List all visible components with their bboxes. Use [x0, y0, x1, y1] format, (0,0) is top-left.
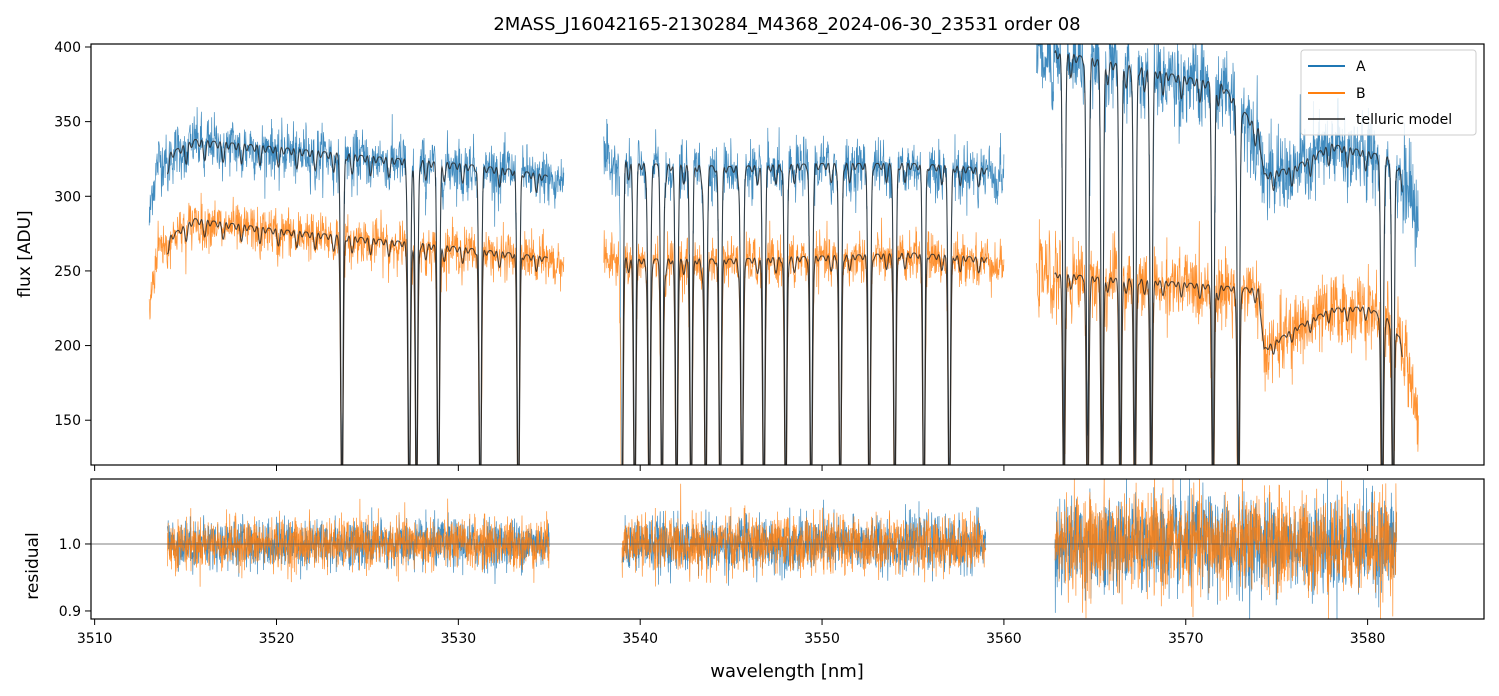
flux-y-tick-label: 200 — [54, 339, 81, 355]
legend-label-a: A — [1356, 59, 1366, 75]
x-tick-label: 3560 — [986, 631, 1022, 647]
x-tick-label: 3570 — [1168, 631, 1204, 647]
x-tick-label: 3520 — [259, 631, 295, 647]
x-tick-label: 3510 — [77, 631, 113, 647]
residual-y-tick-label: 0.9 — [59, 604, 81, 620]
series-b-segment-1 — [148, 192, 565, 465]
x-axis-label: wavelength [nm] — [710, 661, 864, 682]
flux-y-tick-label: 350 — [54, 115, 81, 131]
telluric-model-b-segment-2 — [622, 252, 988, 465]
series-b-segment-2 — [603, 217, 1005, 465]
flux-y-tick-label: 150 — [54, 413, 81, 429]
flux-y-axis-label: flux [ADU] — [15, 210, 35, 297]
telluric-model-a-segment-1 — [166, 139, 548, 465]
telluric-model-a-segment-3 — [1054, 50, 1403, 465]
telluric-model-b-segment-1 — [166, 218, 548, 465]
telluric-model-a-segment-2 — [621, 160, 988, 465]
series-a-segment-1 — [148, 107, 565, 465]
flux-plot-area — [148, 44, 1419, 465]
legend-label-b: B — [1356, 86, 1366, 102]
residual-axes-frame — [90, 478, 1485, 620]
residual-x-ticks: 3510 3520 3530 3540 3550 3560 3570 3580 — [77, 619, 1386, 647]
residual-plot-area — [91, 479, 1484, 619]
series-a-segment-2 — [603, 118, 1005, 465]
residual-b-segment-2 — [621, 483, 986, 587]
residual-b-segment-3 — [1054, 479, 1398, 619]
x-tick-label: 3550 — [804, 631, 840, 647]
flux-y-ticks: 150 200 250 300 350 400 — [54, 40, 91, 429]
flux-y-tick-label: 300 — [54, 189, 81, 205]
legend-label-model: telluric model — [1356, 112, 1452, 128]
telluric-model-b-segment-3 — [1054, 272, 1403, 465]
residual-y-axis-label: residual — [23, 532, 43, 599]
x-tick-label: 3540 — [622, 631, 658, 647]
flux-y-tick-label: 250 — [54, 264, 81, 280]
flux-axes-frame — [90, 43, 1485, 466]
x-tick-label: 3580 — [1350, 631, 1386, 647]
residual-b-segment-1 — [167, 498, 550, 587]
residual-y-tick-label: 1.0 — [59, 537, 81, 553]
chart-title: 2MASS_J16042165-2130284_M4368_2024-06-30… — [493, 14, 1080, 35]
flux-y-tick-label: 400 — [54, 40, 81, 56]
residual-y-ticks: 0.9 1.0 — [59, 537, 91, 620]
flux-x-ticks — [94, 465, 1369, 471]
x-tick-label: 3530 — [441, 631, 477, 647]
legend: A B telluric model — [1300, 49, 1477, 136]
